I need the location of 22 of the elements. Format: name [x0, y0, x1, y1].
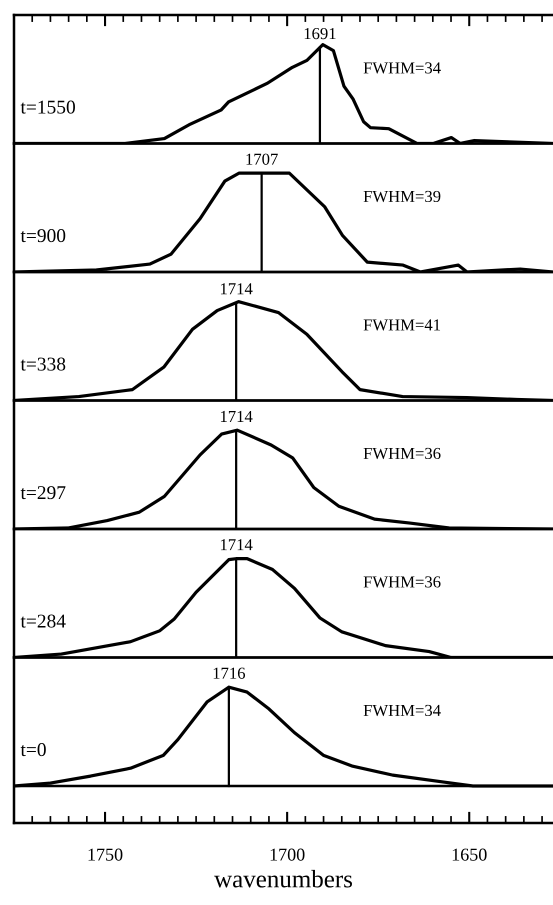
x-tick-label: 1650: [452, 848, 487, 861]
ref-line-label: 1716: [214, 668, 246, 679]
ref-line-label: 1714: [220, 539, 253, 550]
text: t=0: [20, 743, 46, 756]
text: t=1550: [20, 100, 75, 114]
x-tick-label: 1700: [270, 848, 305, 861]
text: t=900: [20, 229, 66, 242]
annotation: FWHM=34: [364, 704, 441, 716]
annotation: FWHM=36: [364, 448, 441, 460]
ref-line-label: 1714: [220, 283, 253, 294]
text: t=284: [20, 614, 66, 628]
annotation: FWHM=36: [364, 576, 441, 588]
text: t=297: [20, 486, 66, 500]
ref-line-label: 1691: [304, 28, 336, 40]
x-tick-label: 1750: [88, 848, 122, 861]
x-axis-title: wavenumbers: [214, 870, 352, 888]
annotation: FWHM=41: [364, 319, 440, 331]
ref-line-label: 1714: [220, 410, 253, 422]
ref-line-label: 1707: [246, 154, 278, 165]
text: t=338: [20, 358, 66, 371]
annotation: FWHM=39: [364, 190, 440, 202]
annotation: FWHM=34: [364, 62, 441, 74]
